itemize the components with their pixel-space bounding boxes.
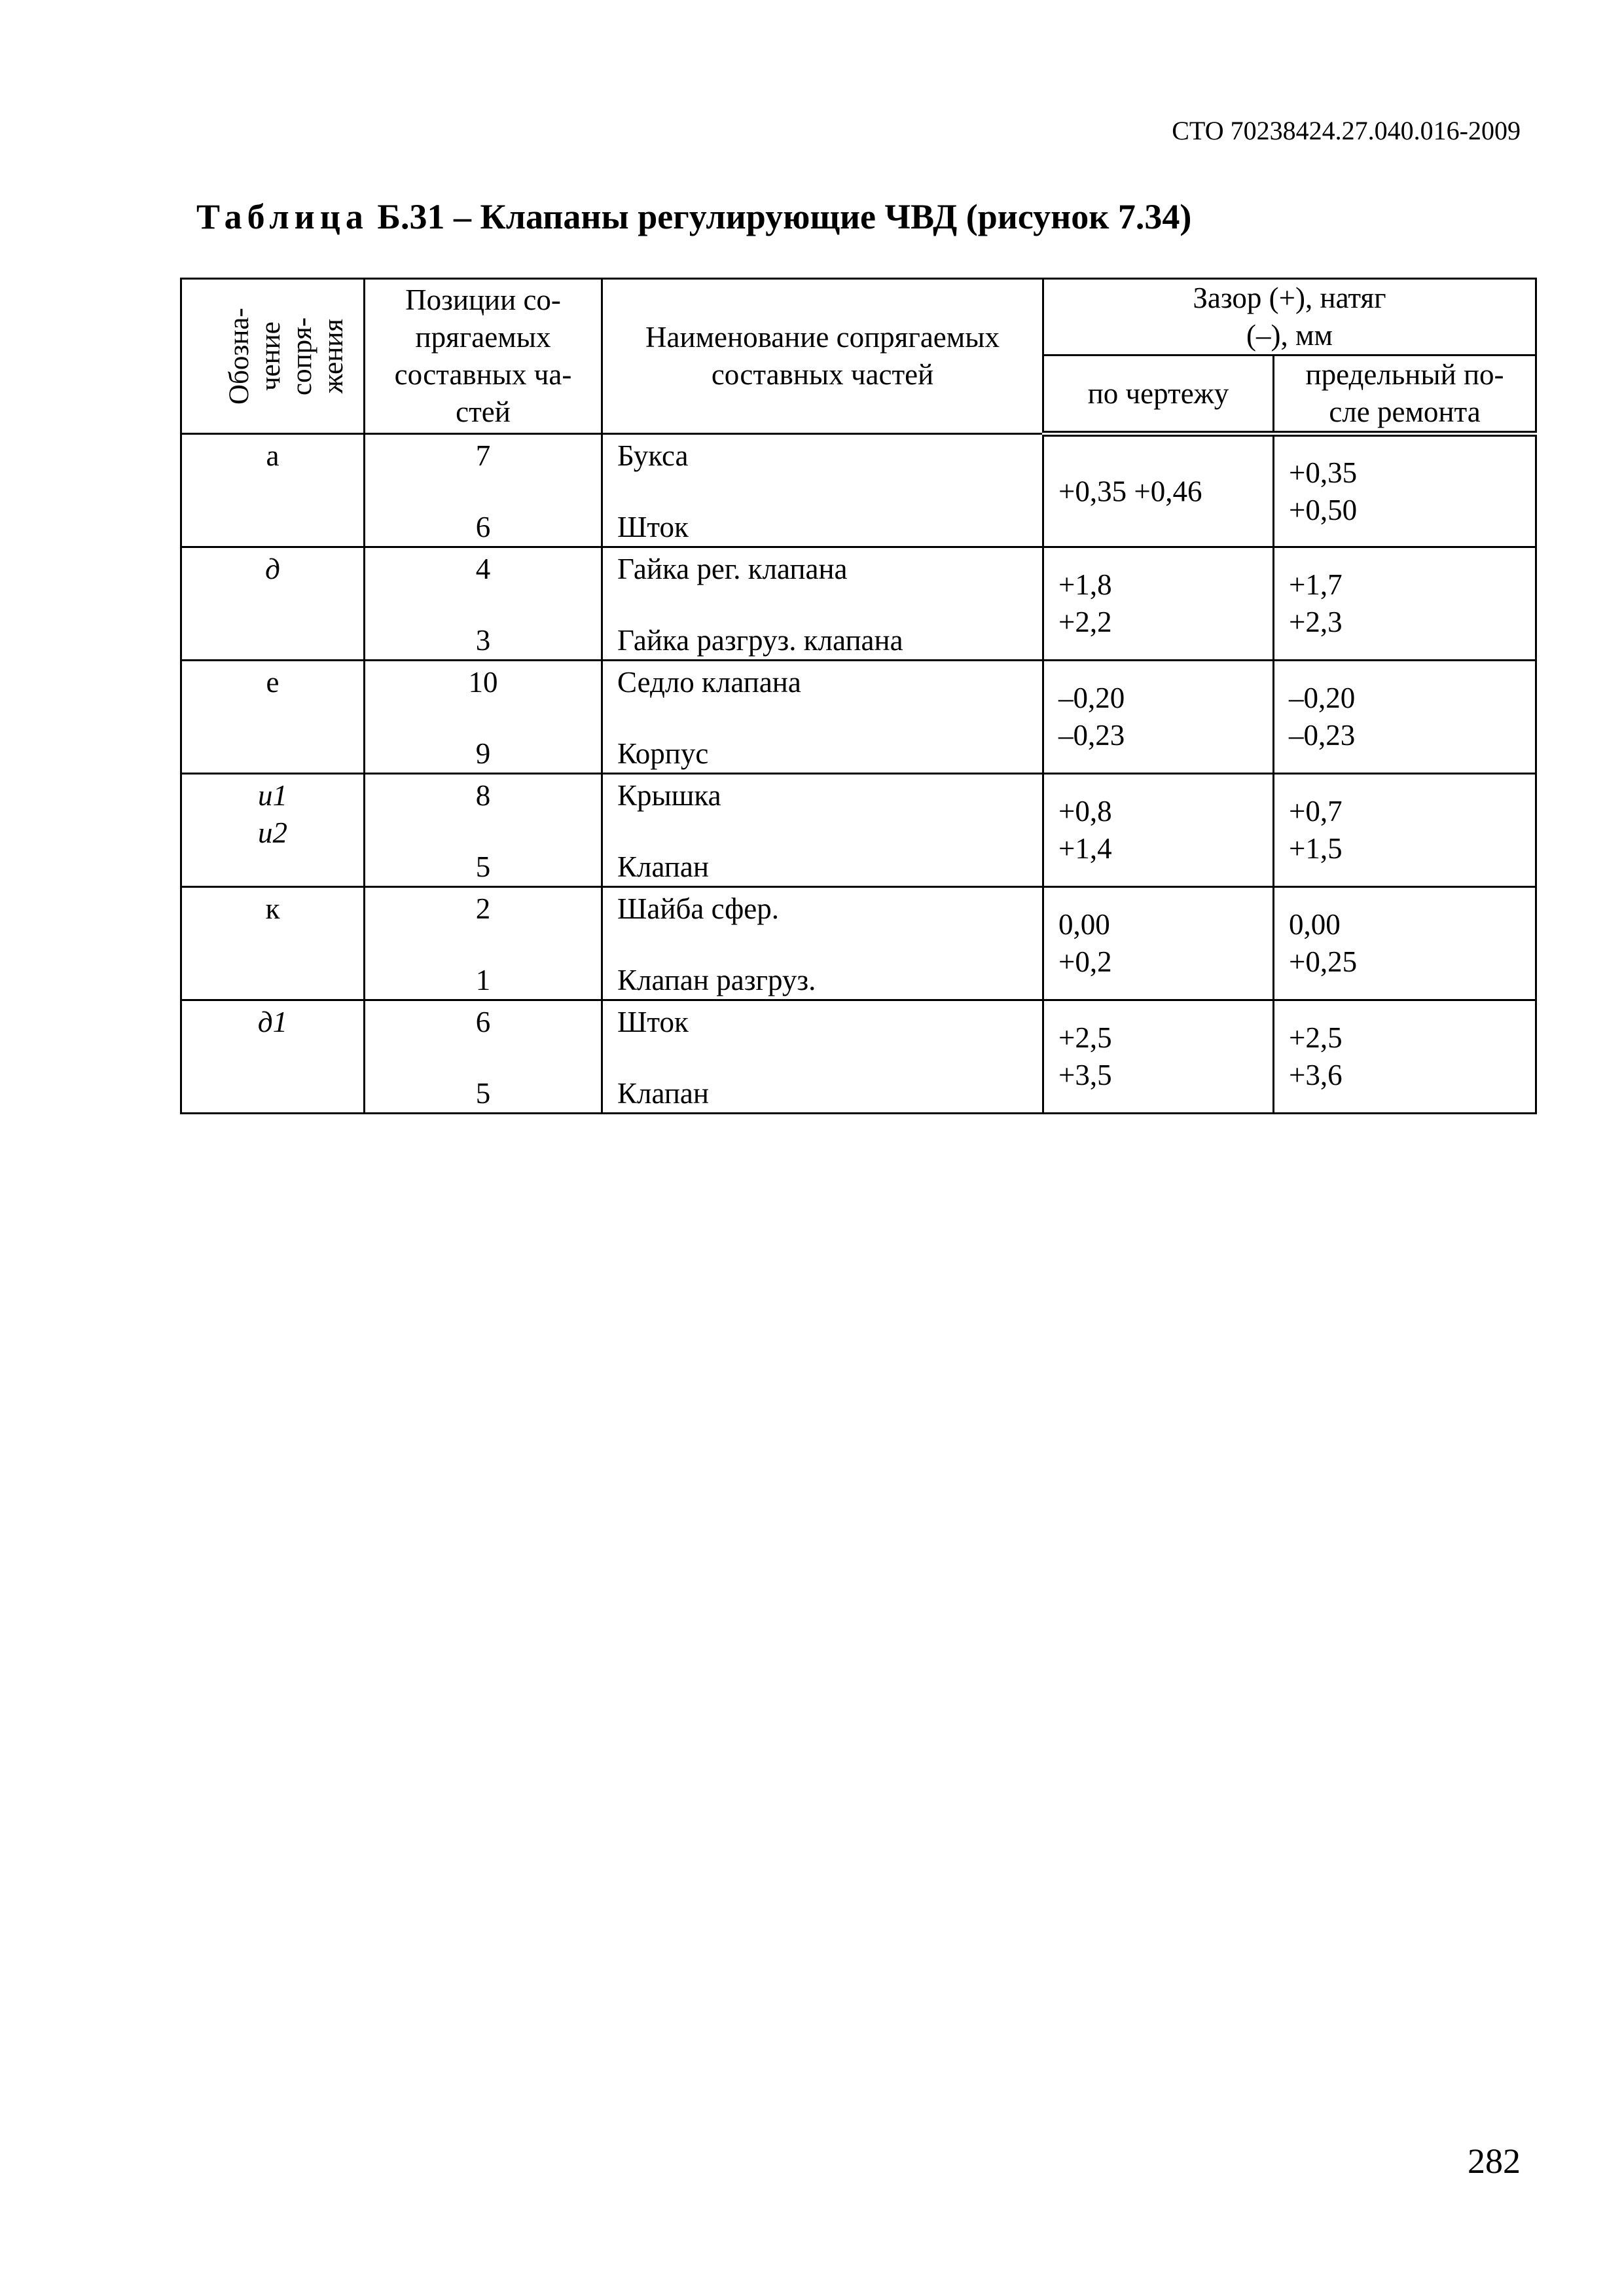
designation-cell: к bbox=[180, 886, 365, 1001]
header-clearance-text: Зазор (+), натяг (–), мм bbox=[1193, 282, 1386, 352]
position-top: 7 bbox=[475, 439, 491, 472]
page-number: 282 bbox=[1468, 2141, 1521, 2181]
limit-value: +0,7 +1,5 bbox=[1289, 795, 1343, 865]
limit-value: +2,5 +3,6 bbox=[1289, 1021, 1343, 1091]
designation: а bbox=[266, 439, 280, 472]
designation: д1 bbox=[257, 1006, 288, 1038]
names-cell: Крышка Клапан bbox=[601, 773, 1044, 888]
names-cell: Букса Шток bbox=[601, 433, 1044, 548]
designation-cell: е bbox=[180, 659, 365, 774]
designation-cell: д bbox=[180, 546, 365, 661]
names-cell: Шайба сфер. Клапан разгруз. bbox=[601, 886, 1044, 1001]
table-title-prefix: Таблица bbox=[196, 197, 369, 236]
position-top: 8 bbox=[475, 779, 491, 812]
header-limit-text: предельный по-сле ремонта bbox=[1305, 358, 1504, 428]
header-positions-text: Позиции со-прягаемых составных ча-стей bbox=[394, 283, 572, 428]
position-top: 6 bbox=[475, 1006, 491, 1038]
by-drawing-value: +0,35 +0,46 bbox=[1058, 475, 1202, 507]
table-row: к 2 1 Шайба сфер. Клапан разгруз. 0,00 +0,2 0,… bbox=[180, 886, 1537, 1001]
clearance-table: Обозна-чение сопря-жения Позиции со-пряг… bbox=[180, 278, 1537, 1114]
limit-value: –0,20 –0,23 bbox=[1289, 682, 1356, 752]
names-cell: Седло клапана Корпус bbox=[601, 659, 1044, 774]
header-clearance: Зазор (+), натяг (–), мм bbox=[1042, 278, 1537, 356]
name-bottom: Гайка разгруз. клапана bbox=[617, 624, 903, 657]
designation: д bbox=[265, 553, 280, 585]
header-names: Наименование сопрягаемых составных часте… bbox=[601, 278, 1044, 435]
name-top: Шайба сфер. bbox=[617, 892, 779, 925]
position-bottom: 1 bbox=[475, 964, 491, 996]
name-top: Седло клапана bbox=[617, 666, 801, 699]
header-limit-after-repair: предельный по-сле ремонта bbox=[1272, 354, 1537, 437]
position-top: 2 bbox=[475, 892, 491, 925]
limit-cell: +0,7 +1,5 bbox=[1272, 773, 1537, 888]
header-positions: Позиции со-прягаемых составных ча-стей bbox=[363, 278, 603, 435]
limit-cell: +1,7 +2,3 bbox=[1272, 546, 1537, 661]
by-drawing-value: –0,20 –0,23 bbox=[1058, 682, 1125, 752]
by-drawing-cell: –0,20 –0,23 bbox=[1042, 659, 1274, 774]
names-cell: Гайка рег. клапана Гайка разгруз. клапана bbox=[601, 546, 1044, 661]
position-bottom: 5 bbox=[475, 1077, 491, 1110]
table-title-text: Б.31 – Клапаны регулирующие ЧВД (рисунок… bbox=[377, 197, 1192, 236]
table-row: а 7 6 Букса Шток +0,35 +0,46 +0,35 +0,50 bbox=[180, 433, 1537, 548]
name-top: Крышка bbox=[617, 779, 721, 812]
limit-cell: –0,20 –0,23 bbox=[1272, 659, 1537, 774]
position-bottom: 9 bbox=[475, 737, 491, 770]
designation: и1 и2 bbox=[258, 779, 287, 849]
by-drawing-value: +2,5 +3,5 bbox=[1058, 1021, 1112, 1091]
name-bottom: Клапан разгруз. bbox=[617, 964, 816, 996]
by-drawing-cell: +2,5 +3,5 bbox=[1042, 999, 1274, 1114]
position-bottom: 5 bbox=[475, 850, 491, 883]
by-drawing-cell: 0,00 +0,2 bbox=[1042, 886, 1274, 1001]
names-cell: Шток Клапан bbox=[601, 999, 1044, 1114]
limit-cell: +0,35 +0,50 bbox=[1272, 433, 1537, 548]
position-top: 10 bbox=[468, 666, 498, 699]
position-top: 4 bbox=[475, 553, 491, 585]
table-row: д1 6 5 Шток Клапан +2,5 +3,5 +2,5 +3,6 bbox=[180, 999, 1537, 1114]
position-bottom: 6 bbox=[475, 511, 491, 543]
table-title: Таблица Б.31 – Клапаны регулирующие ЧВД … bbox=[196, 196, 1191, 237]
header-designation-text: Обозна-чение сопря-жения bbox=[223, 308, 349, 405]
name-top: Букса bbox=[617, 439, 689, 472]
table-row: д 4 3 Гайка рег. клапана Гайка разгруз. клап… bbox=[180, 546, 1537, 661]
by-drawing-cell: +0,8 +1,4 bbox=[1042, 773, 1274, 888]
name-top: Гайка рег. клапана bbox=[617, 553, 848, 585]
name-bottom: Шток bbox=[617, 511, 689, 543]
designation: е bbox=[266, 666, 280, 699]
header-names-text: Наименование сопрягаемых составных часте… bbox=[645, 321, 1000, 391]
positions-cell: 10 9 bbox=[363, 659, 603, 774]
table-row: е 10 9 Седло клапана Корпус –0,20 –0,23 –0,20 … bbox=[180, 659, 1537, 774]
by-drawing-cell: +0,35 +0,46 bbox=[1042, 433, 1274, 548]
limit-cell: +2,5 +3,6 bbox=[1272, 999, 1537, 1114]
name-bottom: Клапан bbox=[617, 1077, 709, 1110]
name-bottom: Корпус bbox=[617, 737, 709, 770]
limit-value: +0,35 +0,50 bbox=[1289, 456, 1358, 526]
table-row: и1 и2 8 5 Крышка Клапан +0,8 +1,4 +0,7 +1,5 bbox=[180, 773, 1537, 888]
document-code: СТО 70238424.27.040.016-2009 bbox=[1172, 116, 1521, 145]
name-top: Шток bbox=[617, 1006, 689, 1038]
by-drawing-cell: +1,8 +2,2 bbox=[1042, 546, 1274, 661]
designation: к bbox=[265, 892, 280, 925]
limit-cell: 0,00 +0,25 bbox=[1272, 886, 1537, 1001]
header-by-drawing: по чертежу bbox=[1042, 354, 1274, 437]
name-bottom: Клапан bbox=[617, 850, 709, 883]
by-drawing-value: 0,00 +0,2 bbox=[1058, 908, 1112, 978]
designation-cell: а bbox=[180, 433, 365, 548]
limit-value: +1,7 +2,3 bbox=[1289, 568, 1343, 638]
designation-cell: д1 bbox=[180, 999, 365, 1114]
position-bottom: 3 bbox=[475, 624, 491, 657]
by-drawing-value: +1,8 +2,2 bbox=[1058, 568, 1112, 638]
limit-value: 0,00 +0,25 bbox=[1289, 908, 1358, 978]
header-designation: Обозна-чение сопря-жения bbox=[180, 278, 365, 435]
by-drawing-value: +0,8 +1,4 bbox=[1058, 795, 1112, 865]
designation-cell: и1 и2 bbox=[180, 773, 365, 888]
